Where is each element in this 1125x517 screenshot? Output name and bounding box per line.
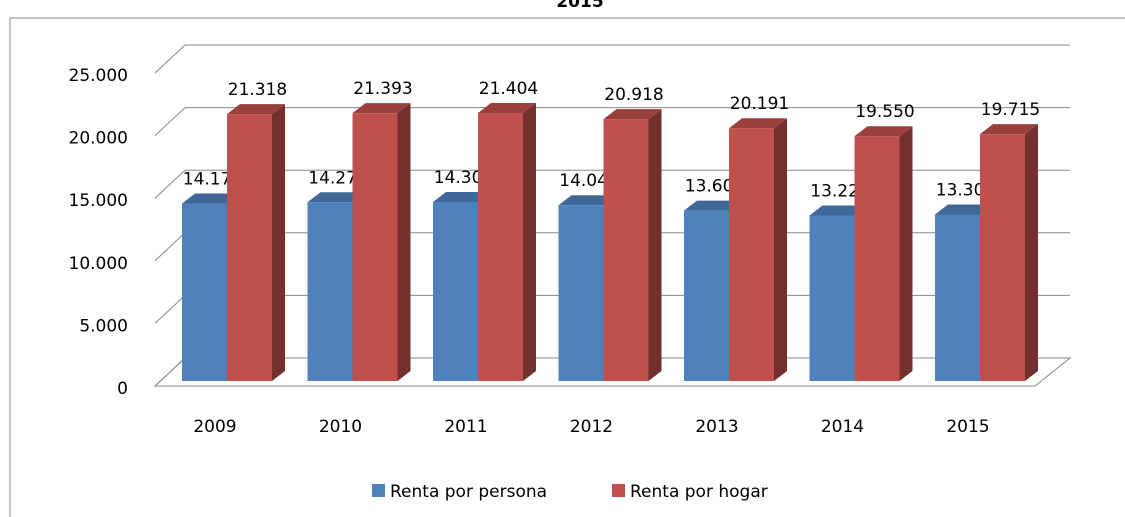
bar-top xyxy=(980,124,1038,135)
bar-top xyxy=(935,204,993,215)
y-tick-label: 15.000 xyxy=(69,191,128,211)
y-tick-label: 0 xyxy=(117,379,128,399)
bar-side xyxy=(899,126,913,381)
grid-line xyxy=(154,44,1070,74)
y-tick-label: 5.000 xyxy=(79,316,128,336)
data-label: 21.404 xyxy=(479,79,538,99)
grid-line xyxy=(154,107,1070,136)
bar-side xyxy=(272,104,285,382)
y-tick-label: 10.000 xyxy=(69,254,128,274)
legend-swatch xyxy=(372,484,385,497)
bar xyxy=(352,113,398,381)
bar-top xyxy=(352,103,411,114)
bar-top xyxy=(478,103,536,114)
bar xyxy=(227,114,272,382)
chart-title: 2015 xyxy=(556,0,603,12)
x-tick-label: 2013 xyxy=(695,417,738,437)
bar-top xyxy=(809,205,868,216)
bar-top xyxy=(433,191,491,202)
legend-swatch xyxy=(612,484,625,497)
data-label: 21.318 xyxy=(228,80,287,100)
bar xyxy=(433,201,478,381)
bar-top xyxy=(729,118,787,129)
bar xyxy=(729,128,774,381)
bar-side xyxy=(523,103,536,382)
bar-top xyxy=(854,126,913,137)
x-tick-label: 2014 xyxy=(821,417,864,437)
bar xyxy=(478,113,523,382)
bar-side xyxy=(397,103,411,381)
bar-side xyxy=(774,118,787,381)
bar xyxy=(182,203,227,381)
bar xyxy=(558,205,604,381)
data-label: 21.393 xyxy=(353,79,412,99)
x-tick-label: 2010 xyxy=(319,417,362,437)
bar xyxy=(684,210,729,381)
data-label: 19.550 xyxy=(855,102,914,122)
x-tick-label: 2011 xyxy=(444,417,487,437)
bar xyxy=(809,215,855,381)
data-label: 20.191 xyxy=(730,94,789,114)
bar xyxy=(603,119,649,382)
bar xyxy=(307,202,353,381)
bar-top xyxy=(684,200,742,211)
x-tick-label: 2012 xyxy=(570,417,613,437)
bar-top xyxy=(603,109,662,120)
bar-side xyxy=(1025,124,1038,381)
bar xyxy=(935,214,980,381)
bar-top xyxy=(227,104,285,115)
legend-label: Renta por hogar xyxy=(630,482,768,502)
x-tick-label: 2009 xyxy=(193,417,236,437)
bar-top xyxy=(558,195,617,206)
y-tick-label: 20.000 xyxy=(69,129,128,149)
chart-frame xyxy=(9,17,1125,517)
bar-top xyxy=(307,192,366,203)
y-tick-label: 25.000 xyxy=(69,66,128,86)
data-label: 19.715 xyxy=(981,100,1040,120)
bar xyxy=(854,136,900,381)
data-label: 20.918 xyxy=(604,85,663,105)
bar xyxy=(980,134,1025,381)
legend-label: Renta por persona xyxy=(390,482,547,502)
x-tick-label: 2015 xyxy=(946,417,989,437)
bar-top xyxy=(182,193,240,204)
bar-side xyxy=(648,109,662,382)
